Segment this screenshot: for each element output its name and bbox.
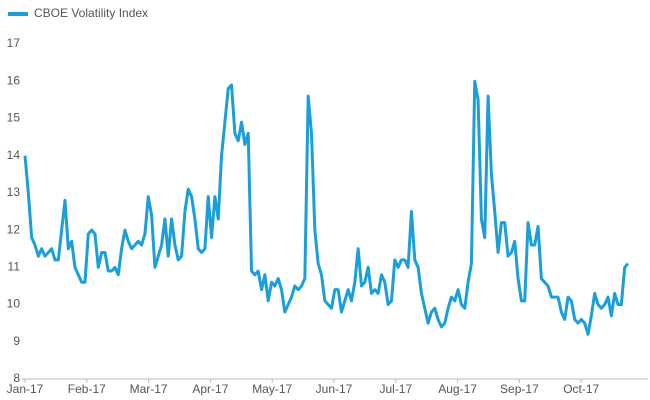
x-tick-label: Mar-17 — [130, 382, 168, 396]
x-tick-label: Feb-17 — [68, 382, 106, 396]
x-tick-label: Apr-17 — [192, 382, 228, 396]
x-tick-label: Oct-17 — [563, 382, 599, 396]
x-tick-label: Aug-17 — [438, 382, 477, 396]
y-tick-label: 16 — [7, 73, 21, 87]
data-line — [23, 79, 630, 336]
x-tick-label: May-17 — [252, 382, 292, 396]
x-tick-label: Jul-17 — [379, 382, 412, 396]
y-tick-label: 9 — [13, 334, 20, 348]
y-tick-label: 14 — [7, 148, 21, 162]
x-tick-label: Jun-17 — [316, 382, 353, 396]
y-tick-label: 13 — [7, 185, 21, 199]
x-tick-label: Sep-17 — [500, 382, 539, 396]
y-tick-label: 11 — [8, 260, 21, 274]
y-tick-label: 12 — [7, 222, 21, 236]
y-tick-label: 17 — [7, 36, 21, 50]
legend-label: CBOE Volatility Index — [34, 6, 148, 20]
y-tick-label: 15 — [7, 111, 21, 125]
x-tick-label: Jan-17 — [7, 382, 44, 396]
y-tick-label: 8 — [13, 371, 20, 385]
y-tick-label: 10 — [7, 297, 21, 311]
